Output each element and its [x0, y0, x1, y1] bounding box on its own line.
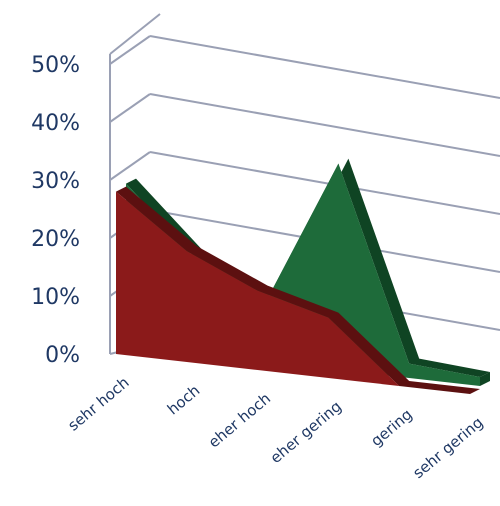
series-front-face: [116, 191, 470, 394]
x-tick-label: sehr gering: [409, 413, 486, 482]
x-tick-label: sehr hoch: [64, 373, 132, 434]
gridline-back-4: [149, 93, 500, 157]
y-tick-label: 40%: [31, 111, 80, 136]
x-tick-label: eher hoch: [205, 389, 274, 451]
y-tick-label: 20%: [31, 227, 80, 252]
series-red-area: [115, 186, 480, 395]
y-tick-label: 30%: [31, 169, 80, 194]
y-axis-ticks: 0% 10% 20% 30% 40% 50%: [31, 53, 80, 368]
series-end-cap: [480, 371, 490, 386]
gridline-back-5: [149, 35, 500, 99]
y-tick-label: 0%: [45, 343, 80, 368]
gridline-wall-3: [109, 151, 151, 181]
y-tick-label: 10%: [31, 285, 80, 310]
gridline-wall-5: [109, 35, 151, 65]
y-tick-label: 50%: [31, 53, 80, 78]
x-tick-label: gering: [367, 405, 415, 450]
gridline-wall-4: [109, 93, 151, 123]
x-tick-label: hoch: [164, 381, 203, 418]
x-tick-label: eher gering: [267, 397, 345, 467]
top-wall-edge: [109, 13, 161, 55]
series-top-surface: [126, 158, 490, 377]
gridline-back-3: [149, 151, 500, 215]
